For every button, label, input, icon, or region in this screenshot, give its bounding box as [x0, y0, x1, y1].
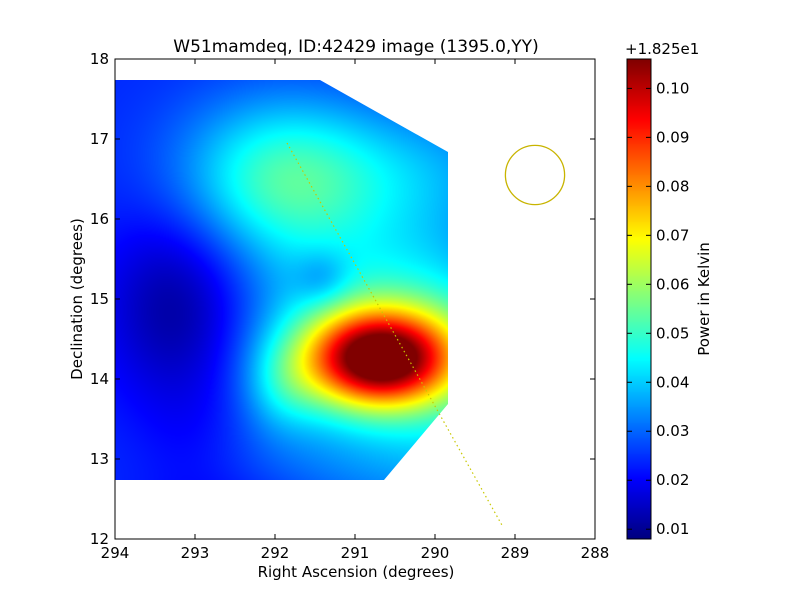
colorbar-tick-label: 0.01 — [656, 520, 689, 538]
colorbar-tick-label: 0.08 — [656, 177, 689, 195]
x-tick-label: 293 — [181, 544, 210, 562]
colorbar-tick-label: 0.10 — [656, 79, 689, 97]
colorbar-tick-label: 0.09 — [656, 128, 689, 146]
colorbar-gradient — [627, 59, 651, 539]
x-tick-label: 288 — [581, 544, 610, 562]
x-axis-label: Right Ascension (degrees) — [258, 563, 455, 581]
y-tick-label: 16 — [90, 210, 109, 228]
colorbar-tick-label: 0.02 — [656, 471, 689, 489]
colorbar-frame — [626, 58, 652, 540]
y-axis-ticks: 12 13 14 15 16 17 18 — [90, 50, 595, 548]
colorbar-tick-label: 0.04 — [656, 373, 689, 391]
colorbar: 0.01 0.02 0.03 0.04 0.05 0.06 0.07 0.08 0.09 0.10… — [625, 40, 713, 540]
y-tick-label: 18 — [90, 50, 109, 68]
colorbar-tick-label: 0.06 — [656, 275, 689, 293]
y-axis-label: Declination (degrees) — [68, 218, 86, 380]
colorbar-ticks: 0.01 0.02 0.03 0.04 0.05 0.06 0.07 0.08 0.09 0.10 — [627, 79, 689, 538]
y-tick-label: 12 — [90, 530, 109, 548]
y-tick-label: 13 — [90, 450, 109, 468]
x-tick-label: 291 — [341, 544, 370, 562]
colorbar-offset-label: +1.825e1 — [625, 40, 699, 58]
y-tick-label: 17 — [90, 130, 109, 148]
x-axis-ticks: 294 293 292 291 290 289 288 — [101, 59, 610, 562]
x-tick-label: 289 — [501, 544, 530, 562]
dotted-line — [286, 142, 504, 528]
colorbar-tick-label: 0.07 — [656, 226, 689, 244]
y-tick-label: 14 — [90, 370, 109, 388]
x-tick-label: 292 — [261, 544, 290, 562]
colorbar-label: Power in Kelvin — [695, 242, 713, 356]
y-tick-label: 15 — [90, 290, 109, 308]
chart-title: W51mamdeq, ID:42429 image (1395.0,YY) — [173, 37, 538, 57]
heatmap-plot — [114, 58, 596, 540]
x-tick-label: 290 — [421, 544, 450, 562]
beam-circle — [504, 144, 566, 206]
colorbar-tick-label: 0.05 — [656, 324, 689, 342]
x-tick-label: 294 — [101, 544, 130, 562]
colorbar-tick-label: 0.03 — [656, 422, 689, 440]
